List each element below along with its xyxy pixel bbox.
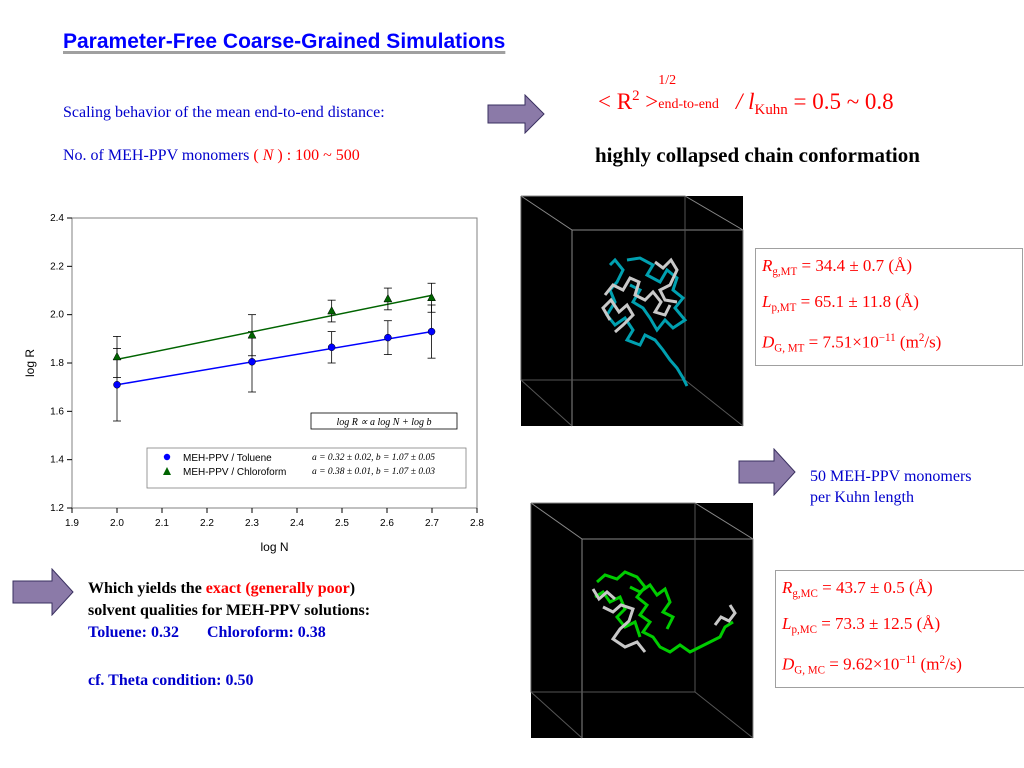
x-tick-label: 1.9 <box>65 518 79 529</box>
x-tick-label: 2.0 <box>110 518 124 529</box>
formula-exponent: 1/2 <box>658 72 677 88</box>
scaling-chart: 1.9 2.0 2.1 2.2 2.3 2.4 2.5 2.6 2.7 2.8 1.2 1.4 1.6 1… <box>23 213 484 554</box>
mc-lp: Lp,MC = 73.3 ± 12.5 (Å) <box>782 613 941 636</box>
x-tick-label: 2.2 <box>200 518 214 529</box>
solvent-quality-line1: Which yields the exact (generally poor) <box>88 580 356 597</box>
mc-results-box: Rg,MC = 43.7 ± 0.5 (Å) Lp,MC = 73.3 ± 12… <box>775 570 1024 689</box>
kuhn-note-line2: per Kuhn length <box>810 489 914 506</box>
x-tick-label: 2.4 <box>290 518 304 529</box>
simulation-cube-mt <box>515 190 747 430</box>
x-tick-label: 2.1 <box>155 518 169 529</box>
theta-condition: cf. Theta condition: 0.50 <box>88 672 254 689</box>
monomer-symbol: N <box>262 147 274 164</box>
series-1 <box>112 282 436 378</box>
formula-rhs: = 0.5 ~ 0.8 <box>793 88 894 114</box>
legend-box <box>146 447 467 489</box>
data-point <box>327 343 336 352</box>
formula-text: log R ∝ a log N + log b <box>336 417 431 428</box>
x-tick-label: 2.7 <box>425 518 439 529</box>
x-tick-label: 2.5 <box>335 518 349 529</box>
y-tick-label: 1.6 <box>50 406 64 417</box>
legend-label: MEH-PPV / Chloroform <box>183 467 286 478</box>
series-0 <box>113 304 436 422</box>
y-axis-label: log R <box>23 349 37 377</box>
mt-rg: Rg,MT = 34.4 ± 0.7 (Å) <box>762 256 913 278</box>
data-point <box>113 381 121 389</box>
data-point <box>427 292 436 301</box>
solvent-quality-line2: solvent qualities for MEH-PPV solutions: <box>88 602 371 619</box>
y-tick-label: 2.4 <box>50 213 64 224</box>
legend-marker <box>163 453 171 461</box>
mt-d: DG, MT = 7.51×10−11 (m2/s) <box>762 331 942 355</box>
solvent-quality-text: Which yields the exact (generally poor) … <box>88 578 370 692</box>
mt-lp: Lp,MT = 65.1 ± 11.8 (Å) <box>762 291 919 314</box>
polymer-chain-mt <box>601 256 689 387</box>
page-title: Parameter-Free Coarse-Grained Simulation… <box>63 30 506 53</box>
x-tick-label: 2.6 <box>380 518 394 529</box>
arrow-right-icon <box>487 94 545 134</box>
x-tick-label: 2.3 <box>245 518 259 529</box>
legend-marker <box>163 467 171 475</box>
legend-label: MEH-PPV / Toluene <box>183 453 272 464</box>
formula-lhs: < R2 > <box>598 88 659 114</box>
data-point <box>327 306 337 315</box>
x-tick-label: 2.8 <box>470 518 484 529</box>
ratio-formula: < R2 >1/2 end-to-end / lKuhn = 0.5 ~ 0.8 <box>598 73 894 119</box>
arrow-right-icon <box>12 568 74 616</box>
scaling-description: Scaling behavior of the mean end-to-end … <box>63 104 385 121</box>
y-tick-label: 2.2 <box>50 261 64 272</box>
formula-box <box>310 412 458 430</box>
data-point <box>248 358 256 366</box>
y-tick-label: 1.4 <box>50 455 64 466</box>
arrow-right-icon <box>738 448 796 496</box>
y-tick-label: 1.2 <box>50 503 64 514</box>
y-tick-label: 1.8 <box>50 358 64 369</box>
data-point <box>384 333 392 342</box>
formula-lkuhn: / lKuhn <box>736 88 788 119</box>
kuhn-note-line1: 50 MEH-PPV monomers <box>810 468 972 485</box>
polymer-chain-mc <box>591 570 737 654</box>
x-axis-label: log N <box>260 540 288 554</box>
fit-line <box>116 294 432 361</box>
data-point <box>383 293 393 303</box>
mc-rg: Rg,MC = 43.7 ± 0.5 (Å) <box>782 578 933 600</box>
fit-line <box>116 330 432 386</box>
monomer-range: : 100 ~ 500 <box>286 147 360 164</box>
kuhn-note: 50 MEH-PPV monomers per Kuhn length <box>810 466 972 508</box>
legend-fit: a = 0.32 ± 0.02, b = 1.07 ± 0.05 <box>312 453 435 463</box>
formula-subscript: end-to-end <box>658 96 719 112</box>
y-tick-label: 2.0 <box>50 310 64 321</box>
monomer-count: No. of MEH-PPV monomers ( N ) : 100 ~ 50… <box>63 147 360 164</box>
mc-d: DG, MC = 9.62×10−11 (m2/s) <box>782 653 962 677</box>
simulation-cube-mc <box>525 497 757 742</box>
solvent-quality-values: Toluene: 0.32 Chloroform: 0.38 <box>88 624 326 641</box>
mt-results-box: Rg,MT = 34.4 ± 0.7 (Å) Lp,MT = 65.1 ± 11… <box>755 248 1023 367</box>
data-point <box>247 330 257 339</box>
conclusion-text: highly collapsed chain conformation <box>595 143 920 167</box>
monomer-count-label: No. of MEH-PPV monomers <box>63 147 250 164</box>
legend-fit: a = 0.38 ± 0.01, b = 1.07 ± 0.03 <box>312 467 435 477</box>
data-point <box>112 351 122 361</box>
data-point <box>427 327 436 336</box>
